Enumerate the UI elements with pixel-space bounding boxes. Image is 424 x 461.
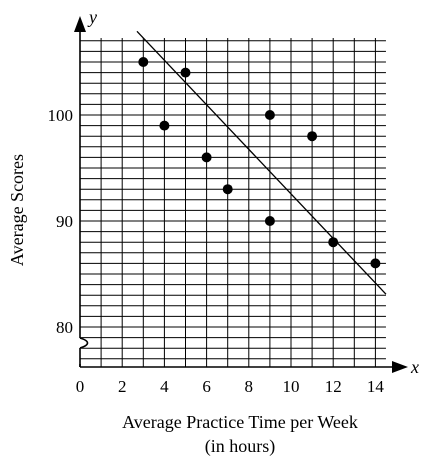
data-points <box>138 57 381 269</box>
grid <box>80 38 386 367</box>
data-point <box>264 110 275 120</box>
data-point <box>264 216 275 226</box>
x-axis-arrow <box>392 361 408 373</box>
x-tick-label: 6 <box>202 377 211 396</box>
data-point <box>138 57 149 67</box>
data-point <box>370 258 381 269</box>
x-axis-subtitle: (in hours) <box>205 436 276 457</box>
x-tick-labels: 0 2 4 6 8 10 12 14 <box>76 377 385 396</box>
x-tick-label: 2 <box>118 377 127 396</box>
y-tick-labels: 80 90 100 <box>48 106 74 337</box>
data-point <box>222 184 233 195</box>
x-tick-label: 8 <box>245 377 254 396</box>
data-point <box>180 67 191 78</box>
x-axis-title: Average Practice Time per Week <box>122 412 358 432</box>
y-axis-variable: y <box>87 7 97 27</box>
data-point <box>328 237 339 248</box>
data-point <box>201 152 212 163</box>
x-tick-label: 4 <box>160 377 169 396</box>
x-tick-label: 0 <box>76 377 85 396</box>
y-tick-label: 90 <box>56 212 73 231</box>
data-point <box>159 120 170 131</box>
y-axis-arrow <box>74 16 86 32</box>
y-tick-label: 100 <box>48 106 74 125</box>
y-axis-break-icon <box>79 337 89 349</box>
x-axis-variable: x <box>410 357 419 377</box>
x-tick-label: 10 <box>283 377 300 396</box>
trend-line <box>136 30 387 295</box>
y-axis-title: Average Scores <box>7 154 27 266</box>
x-tick-label: 14 <box>367 377 385 396</box>
data-point <box>307 131 318 142</box>
x-tick-label: 12 <box>325 377 342 396</box>
y-tick-label: 80 <box>56 318 73 337</box>
axes: x y <box>74 7 419 377</box>
